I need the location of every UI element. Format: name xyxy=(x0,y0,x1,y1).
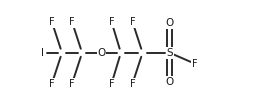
Text: F: F xyxy=(130,17,135,27)
Text: F: F xyxy=(69,17,75,27)
Text: S: S xyxy=(166,48,173,58)
Text: F: F xyxy=(49,79,55,89)
Text: F: F xyxy=(49,17,55,27)
Text: O: O xyxy=(166,77,174,87)
Text: F: F xyxy=(130,79,135,89)
Text: F: F xyxy=(69,79,75,89)
Text: I: I xyxy=(41,48,44,58)
Text: F: F xyxy=(109,79,114,89)
Text: O: O xyxy=(166,19,174,29)
Text: O: O xyxy=(97,48,106,58)
Text: F: F xyxy=(192,59,197,69)
Text: F: F xyxy=(109,17,114,27)
